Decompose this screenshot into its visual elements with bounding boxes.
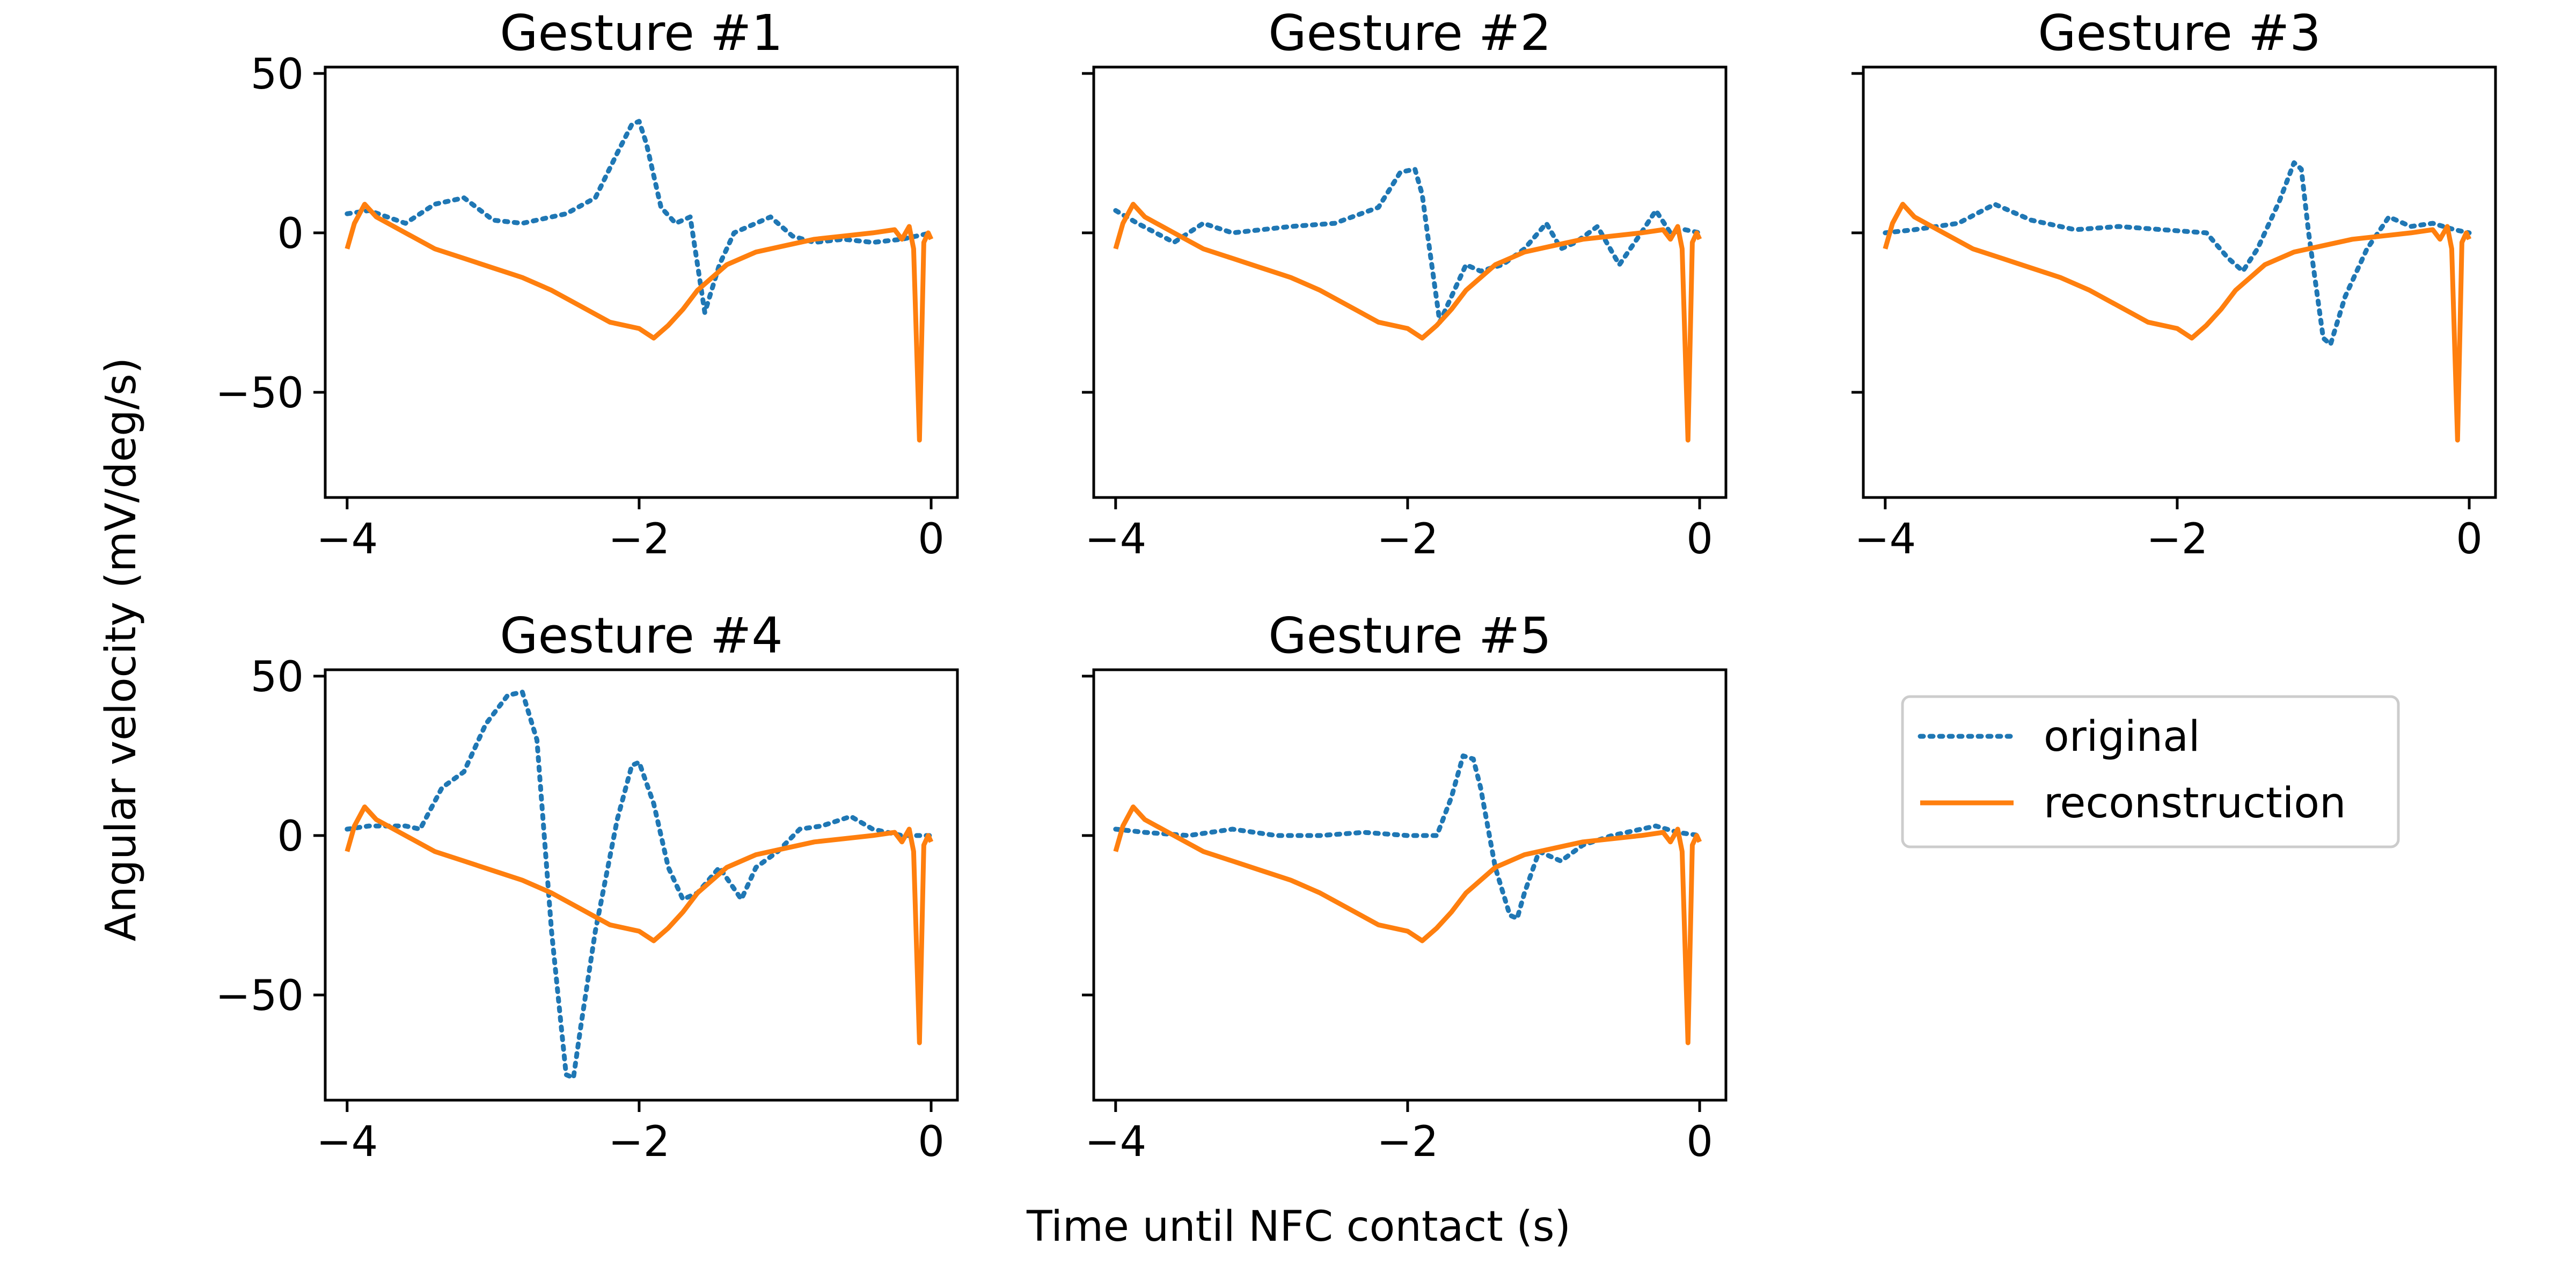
x-tick-label: −4	[1854, 515, 1916, 564]
legend: original reconstruction	[1901, 695, 2400, 848]
y-tick-label: 0	[277, 210, 304, 258]
subplot-title: Gesture #4	[500, 607, 782, 664]
series-line-original	[1113, 166, 1702, 325]
series-line-reconstruction	[345, 804, 934, 1045]
x-axis-label: Time until NFC contact (s)	[1026, 1203, 1571, 1251]
x-tick-label: −4	[1085, 1118, 1146, 1166]
y-tick-label: 50	[251, 50, 304, 99]
series-line-reconstruction	[345, 202, 934, 443]
x-tick-label: −4	[316, 515, 378, 564]
series-line-original	[1113, 753, 1702, 921]
x-tick-label: 0	[2456, 515, 2483, 564]
subplot-2: Gesture #2 −4 −2 0	[1082, 4, 1728, 564]
plot-frame	[1092, 668, 1728, 1102]
subplot-title: Gesture #3	[2038, 4, 2321, 62]
legend-frame	[1901, 695, 2400, 848]
series-line-original	[345, 119, 934, 315]
x-tick-label: 0	[1686, 1118, 1713, 1166]
x-tick-label: −2	[1377, 1118, 1438, 1166]
x-tick-label: 0	[918, 515, 945, 564]
subplot-title: Gesture #2	[1268, 4, 1551, 62]
subplot-3: Gesture #3 −4 −2 0	[1851, 4, 2497, 564]
x-tick-label: −4	[1085, 515, 1146, 564]
plot-frame	[324, 65, 959, 499]
legend-label-reconstruction: reconstruction	[2044, 779, 2346, 828]
subplot-4: Gesture #4 −4 −2 0 50 0 −50	[215, 607, 959, 1166]
x-tick-label: −2	[1377, 515, 1438, 564]
y-tick-label: 0	[277, 813, 304, 861]
series-line-original	[1883, 160, 2472, 347]
series-line-reconstruction	[1883, 202, 2472, 443]
subplot-title: Gesture #5	[1268, 607, 1551, 664]
x-tick-label: −2	[608, 1118, 670, 1166]
subplot-5: Gesture #5 −4 −2 0	[1082, 607, 1728, 1166]
subplot-title: Gesture #1	[500, 4, 782, 62]
x-tick-label: −4	[316, 1118, 378, 1166]
plot-frame	[324, 668, 959, 1102]
x-tick-label: 0	[918, 1118, 945, 1166]
y-tick-label: 50	[251, 653, 304, 701]
series-line-reconstruction	[1113, 804, 1702, 1045]
x-tick-label: 0	[1686, 515, 1713, 564]
series-line-original	[345, 690, 934, 1080]
x-tick-label: −2	[2146, 515, 2208, 564]
y-tick-label: −50	[215, 369, 304, 418]
legend-label-original: original	[2044, 713, 2200, 761]
plot-frame	[1862, 65, 2497, 499]
subplot-1: Gesture #1 −4 −2 0 50 0 −50	[215, 4, 959, 564]
y-tick-label: −50	[215, 972, 304, 1020]
series-line-reconstruction	[1113, 202, 1702, 443]
plot-frame	[1092, 65, 1728, 499]
x-tick-label: −2	[608, 515, 670, 564]
y-axis-label: Angular velocity (mV/deg/s)	[97, 357, 145, 941]
